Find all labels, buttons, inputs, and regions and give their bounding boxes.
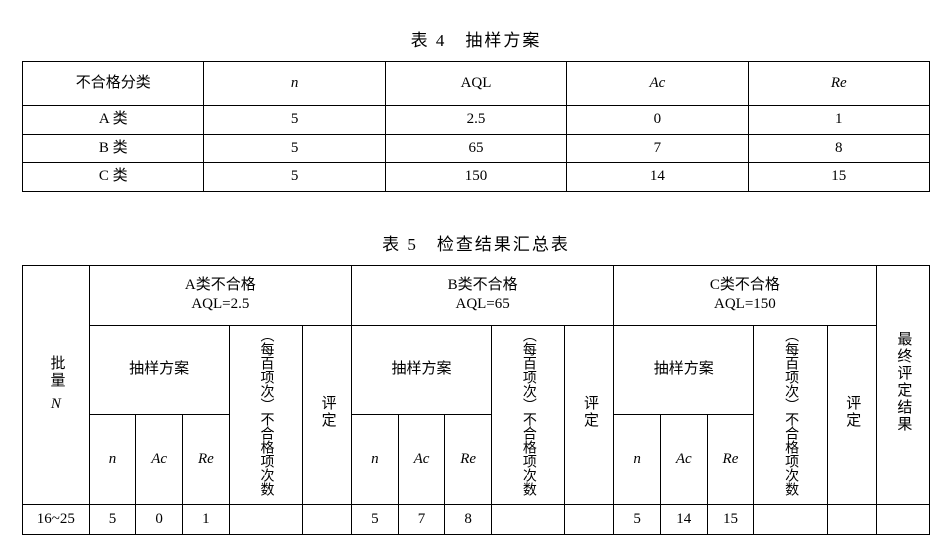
table4-title: 表 4 抽样方案 xyxy=(22,26,930,51)
subC-Re: Re xyxy=(707,415,754,505)
ncA-label: （每百项次）不合格项次数 xyxy=(229,325,302,505)
table-cell: 2.5 xyxy=(385,106,566,135)
batch-header: 批量 N xyxy=(23,265,90,505)
subB-n: n xyxy=(352,415,399,505)
table-cell xyxy=(827,505,876,535)
t4-h3: Ac xyxy=(567,62,748,106)
table-cell: 1 xyxy=(748,106,929,135)
table-cell: B 类 xyxy=(23,134,204,163)
table-cell: 1 xyxy=(183,505,230,535)
t4-h2: AQL xyxy=(385,62,566,106)
table-cell xyxy=(303,505,352,535)
table-cell: 0 xyxy=(136,505,183,535)
table-cell: 7 xyxy=(567,134,748,163)
subA-n: n xyxy=(89,415,136,505)
groupC-title: C类不合格 AQL=150 xyxy=(614,265,876,325)
planB-label: 抽样方案 xyxy=(352,325,492,415)
subB-Ac: Ac xyxy=(398,415,445,505)
subC-n: n xyxy=(614,415,661,505)
groupA-title: A类不合格 AQL=2.5 xyxy=(89,265,351,325)
t4-h0: 不合格分类 xyxy=(23,62,204,106)
subA-Ac: Ac xyxy=(136,415,183,505)
table-cell xyxy=(492,505,565,535)
ncB-label: （每百项次）不合格项次数 xyxy=(492,325,565,505)
table-cell: 15 xyxy=(748,163,929,192)
judgeC-label: 评定 xyxy=(827,325,876,505)
table-cell: C 类 xyxy=(23,163,204,192)
table-cell: 8 xyxy=(445,505,492,535)
table-cell xyxy=(565,505,614,535)
final-cell xyxy=(876,505,929,535)
table4: 不合格分类 n AQL Ac Re A 类 5 2.5 0 1 B 类 5 65… xyxy=(22,61,930,192)
table-cell: 14 xyxy=(660,505,707,535)
table-cell: 15 xyxy=(707,505,754,535)
table-cell xyxy=(754,505,827,535)
table-cell: 8 xyxy=(748,134,929,163)
subB-Re: Re xyxy=(445,415,492,505)
judgeB-label: 评定 xyxy=(565,325,614,505)
table-cell: 5 xyxy=(204,163,385,192)
table-cell: 14 xyxy=(567,163,748,192)
planC-label: 抽样方案 xyxy=(614,325,754,415)
table-cell: 5 xyxy=(352,505,399,535)
table-cell: 7 xyxy=(398,505,445,535)
table-cell: 5 xyxy=(204,134,385,163)
table-cell: A 类 xyxy=(23,106,204,135)
table-cell xyxy=(229,505,302,535)
groupB-title: B类不合格 AQL=65 xyxy=(352,265,614,325)
final-header: 最终评定结果 xyxy=(876,265,929,505)
ncC-label: （每百项次）不合格项次数 xyxy=(754,325,827,505)
planA-label: 抽样方案 xyxy=(89,325,229,415)
table-cell: 65 xyxy=(385,134,566,163)
table-cell: 5 xyxy=(204,106,385,135)
judgeA-label: 评定 xyxy=(303,325,352,505)
table-cell: 150 xyxy=(385,163,566,192)
table-cell: 0 xyxy=(567,106,748,135)
t4-h1: n xyxy=(204,62,385,106)
table-cell: 5 xyxy=(89,505,136,535)
batch-cell: 16~25 xyxy=(23,505,90,535)
table5-title: 表 5 检查结果汇总表 xyxy=(22,230,930,255)
subC-Ac: Ac xyxy=(660,415,707,505)
t4-h4: Re xyxy=(748,62,929,106)
table5: 批量 N A类不合格 AQL=2.5 B类不合格 AQL=65 C类不合格 AQ… xyxy=(22,265,930,536)
subA-Re: Re xyxy=(183,415,230,505)
table-cell: 5 xyxy=(614,505,661,535)
